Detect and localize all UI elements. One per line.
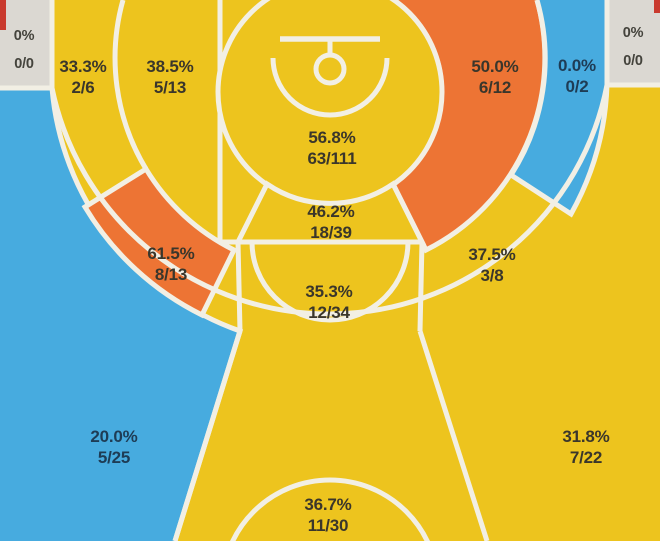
restricted-area-arc xyxy=(270,57,390,118)
zone-right-baseline-midrange-far-border xyxy=(507,0,610,218)
zone-frac: 0/0 xyxy=(14,56,34,72)
zone-label-right-baseline-midrange-far: 0.0% 0/2 xyxy=(558,55,596,97)
zone-label-left-baseline-midrange-far: 33.3% 2/6 xyxy=(59,56,106,98)
zone-pct: 0% xyxy=(13,28,35,44)
zone-pct: 61.5% xyxy=(147,244,195,263)
zone-pct: 36.7% xyxy=(304,495,352,514)
zone-pct: 37.5% xyxy=(468,245,516,264)
zone-left-wing-three-shape xyxy=(0,88,240,541)
zone-pct: 56.8% xyxy=(308,128,356,147)
right-edge-red-sliver xyxy=(654,0,660,13)
zone-right-corner-three-shape xyxy=(607,0,660,85)
three-point-line xyxy=(49,0,610,317)
zone-frac: 63/111 xyxy=(307,149,357,168)
zone-paint-shape xyxy=(233,180,427,245)
zone-label-left-corner-three: 0% 0/0 xyxy=(14,22,35,78)
zone-pct: 31.8% xyxy=(562,427,610,446)
zone-label-right-wing-three: 31.8% 7/22 xyxy=(562,426,609,468)
free-throw-circle xyxy=(249,241,411,323)
zone-left-corner-three-border xyxy=(0,0,55,91)
paint-to-arc-boundaries xyxy=(235,241,425,332)
zone-left-corner-three-shape xyxy=(0,0,52,88)
center-circle xyxy=(230,477,430,541)
zone-pct: 35.3% xyxy=(305,282,353,301)
zone-label-restricted-area: 56.8% 63/111 xyxy=(308,127,357,169)
zone-label-right-corner-three: 0% 0/0 xyxy=(623,19,644,75)
zone-frac: 2/6 xyxy=(71,78,95,97)
three-point-zone-radial-boundaries xyxy=(172,330,490,541)
zone-label-right-wing-midrange: 37.5% 3/8 xyxy=(468,244,515,286)
basket-rim-icon xyxy=(313,52,347,86)
zone-right-corner-three-border xyxy=(604,0,660,88)
zone-frac: 6/12 xyxy=(478,78,512,97)
zone-frac: 0/0 xyxy=(623,53,643,69)
zone-label-center-midrange: 35.3% 12/34 xyxy=(305,281,352,323)
zone-pct: 50.0% xyxy=(471,57,519,76)
zone-label-left-wing-three: 20.0% 5/25 xyxy=(90,426,137,468)
zone-pct: 38.5% xyxy=(146,57,194,76)
zone-frac: 0/2 xyxy=(565,77,589,96)
zone-pct: 46.2% xyxy=(307,202,355,221)
zone-pct: 0.0% xyxy=(558,56,596,75)
zone-right-baseline-midrange-near-shape xyxy=(393,0,545,250)
zone-label-paint: 46.2% 18/39 xyxy=(307,201,354,243)
zone-frac: 8/13 xyxy=(154,265,188,284)
zone-frac: 5/25 xyxy=(97,448,131,467)
midrange-ring-arc-left xyxy=(112,0,149,171)
zone-frac: 18/39 xyxy=(310,223,352,242)
zone-pct: 0% xyxy=(622,25,644,41)
zone-label-top-key-three: 36.7% 11/30 xyxy=(304,494,351,536)
zone-pct: 20.0% xyxy=(90,427,138,446)
zone-frac: 12/34 xyxy=(308,303,350,322)
zone-pct: 33.3% xyxy=(59,57,107,76)
zone-frac: 5/13 xyxy=(153,78,187,97)
zone-frac: 3/8 xyxy=(480,266,504,285)
zone-label-left-wing-midrange: 61.5% 8/13 xyxy=(147,243,194,285)
left-edge-red-sliver xyxy=(0,0,6,30)
zone-frac: 7/22 xyxy=(569,448,603,467)
zone-restricted-area-shape xyxy=(215,0,445,207)
zone-frac: 11/30 xyxy=(307,516,349,535)
zone-label-left-baseline-midrange-near: 38.5% 5/13 xyxy=(146,56,193,98)
zone-label-right-baseline-midrange-near: 50.0% 6/12 xyxy=(471,56,518,98)
